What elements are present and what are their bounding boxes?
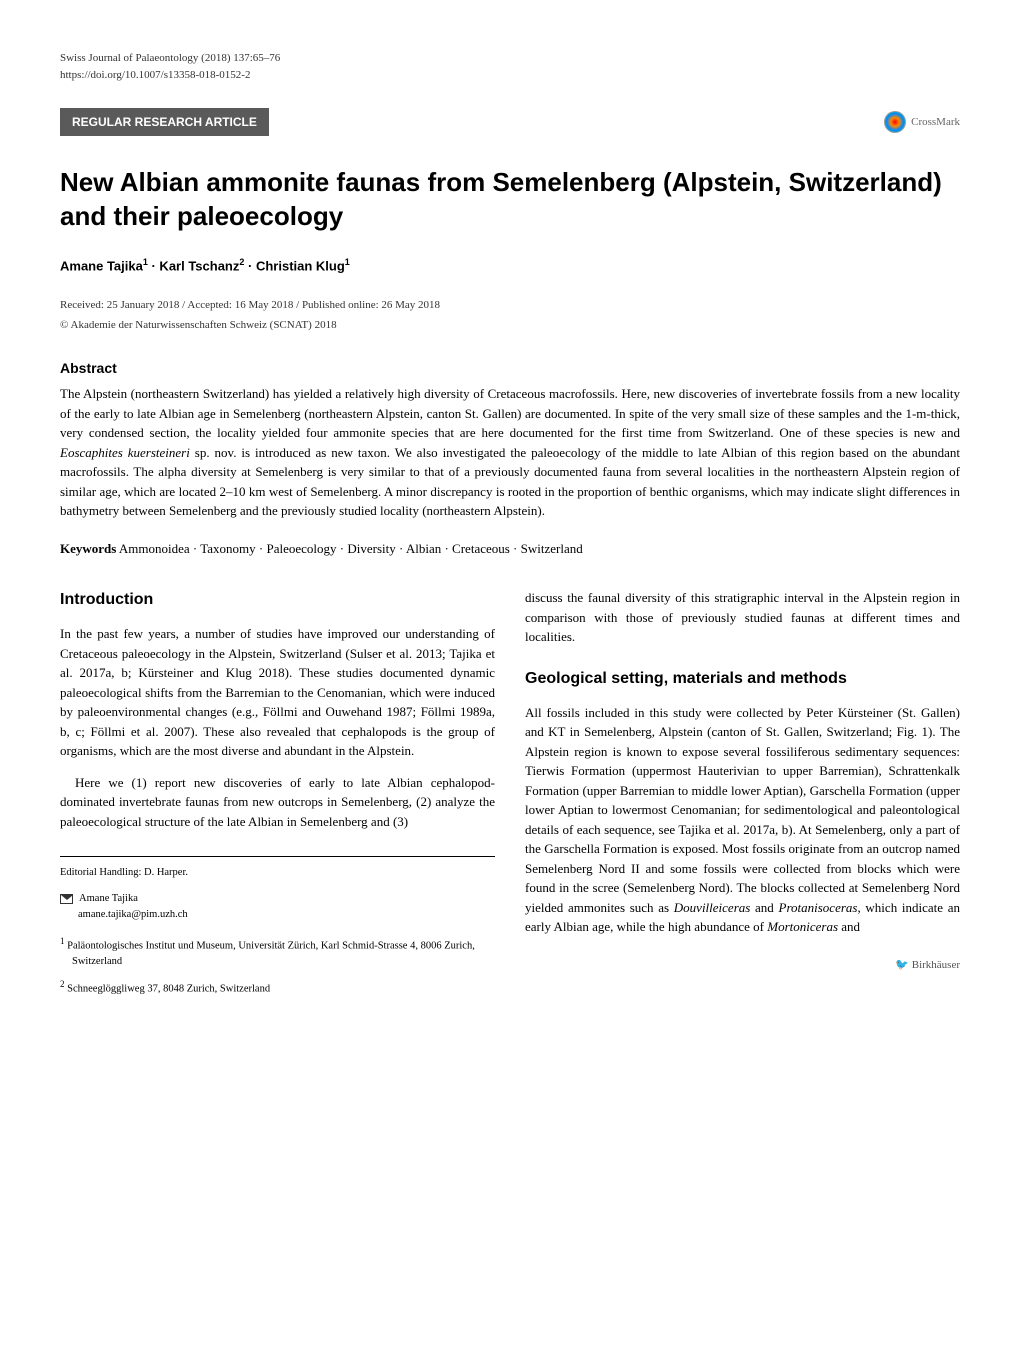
journal-name: Swiss Journal of Palaeontology (2018) 13… (60, 50, 960, 67)
corresponding-name: Amane Tajika (79, 893, 138, 904)
left-column: Introduction In the past few years, a nu… (60, 588, 495, 1005)
article-dates: Received: 25 January 2018 / Accepted: 16… (60, 297, 960, 314)
intro-paragraph-3: discuss the faunal diversity of this str… (525, 588, 960, 647)
two-column-layout: Introduction In the past few years, a nu… (60, 588, 960, 1005)
publisher-logo: 🐦 Birkhäuser (525, 957, 960, 974)
footer-info: Editorial Handling: D. Harper. Amane Taj… (60, 856, 495, 997)
abstract-text: The Alpstein (northeastern Switzerland) … (60, 384, 960, 521)
crossmark-widget[interactable]: CrossMark (884, 111, 960, 133)
editorial-handling: Editorial Handling: D. Harper. (60, 865, 495, 881)
mail-icon (60, 894, 73, 904)
article-type-row: REGULAR RESEARCH ARTICLE CrossMark (60, 108, 960, 136)
affiliations-list: 1 Paläontologisches Institut und Museum,… (60, 935, 495, 997)
abstract-heading: Abstract (60, 358, 960, 379)
geological-heading: Geological setting, materials and method… (525, 667, 960, 691)
crossmark-icon (884, 111, 906, 133)
article-type-badge: REGULAR RESEARCH ARTICLE (60, 108, 269, 136)
journal-info: Swiss Journal of Palaeontology (2018) 13… (60, 50, 960, 83)
publisher-name: Birkhäuser (912, 959, 960, 971)
intro-paragraph-1: In the past few years, a number of studi… (60, 624, 495, 761)
right-column: discuss the faunal diversity of this str… (525, 588, 960, 1005)
introduction-heading: Introduction (60, 588, 495, 612)
corresponding-author: Amane Tajika amane.tajika@pim.uzh.ch (60, 891, 495, 923)
birkhauser-icon: 🐦 (895, 959, 909, 971)
corresponding-email: amane.tajika@pim.uzh.ch (78, 909, 188, 920)
keywords-label: Keywords (60, 541, 116, 556)
authors-list: Amane Tajika1 · Karl Tschanz2 · Christia… (60, 256, 960, 276)
intro-paragraph-2: Here we (1) report new discoveries of ea… (60, 773, 495, 832)
keywords-line: Keywords Ammonoidea · Taxonomy · Paleoec… (60, 539, 960, 559)
copyright-line: © Akademie der Naturwissenschaften Schwe… (60, 317, 960, 334)
keywords-text: Ammonoidea · Taxonomy · Paleoecology · D… (119, 541, 583, 556)
geological-paragraph-1: All fossils included in this study were … (525, 703, 960, 937)
affiliation-item: 2 Schneeglöggliweg 37, 8048 Zurich, Swit… (60, 978, 495, 997)
journal-doi: https://doi.org/10.1007/s13358-018-0152-… (60, 67, 960, 84)
article-title: New Albian ammonite faunas from Semelenb… (60, 166, 960, 234)
crossmark-label: CrossMark (911, 114, 960, 131)
affiliation-item: 1 Paläontologisches Institut und Museum,… (60, 935, 495, 970)
